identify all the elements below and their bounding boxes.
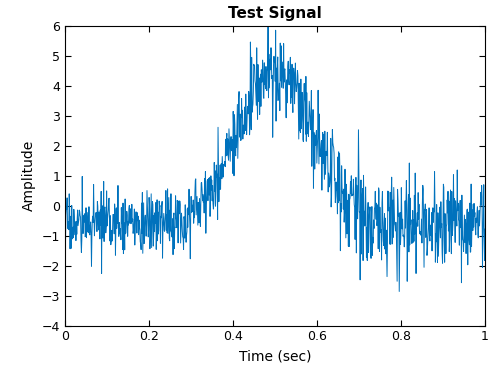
X-axis label: Time (sec): Time (sec) xyxy=(239,349,311,363)
Title: Test Signal: Test Signal xyxy=(228,6,322,21)
Y-axis label: Amplitude: Amplitude xyxy=(22,140,36,211)
